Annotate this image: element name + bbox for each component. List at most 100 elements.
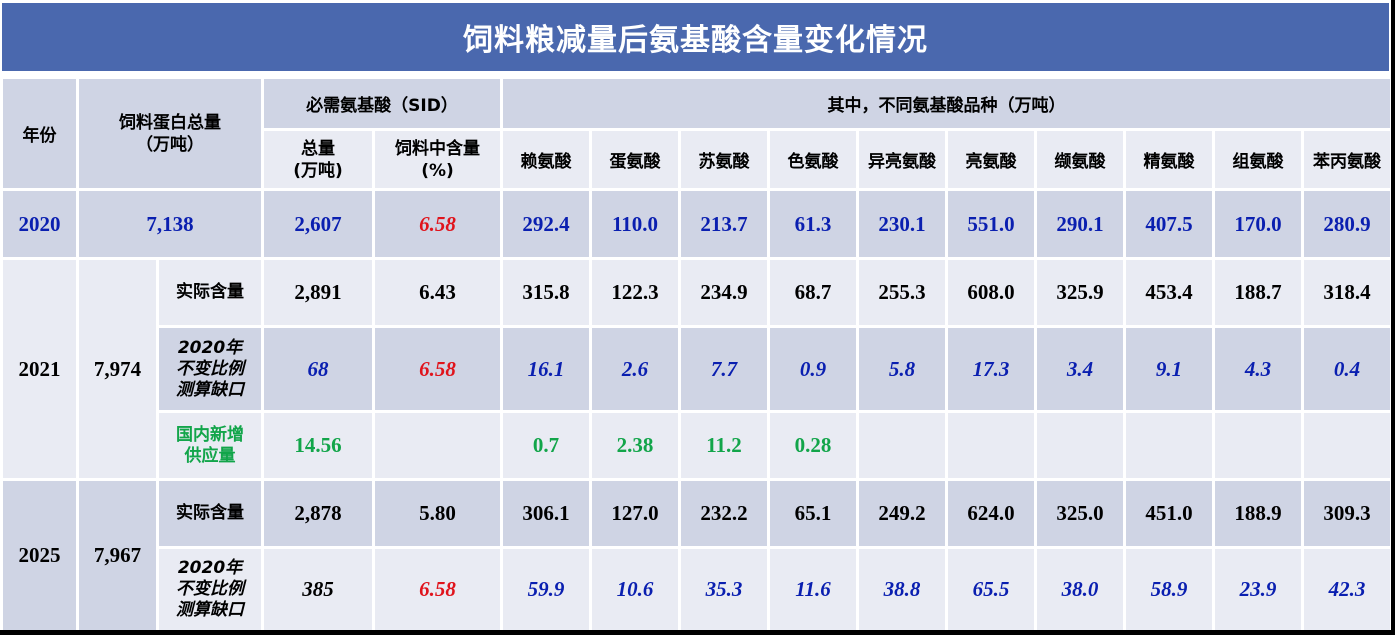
value-cell: 127.0 [589,478,681,549]
row-label: 实际含量 [156,478,264,549]
value-cell: 232.2 [678,478,770,549]
value-cell: 65.5 [945,546,1037,633]
header-amino-acid: 苏氨酸 [678,128,770,191]
amino-acid-table: 年份 饲料蛋白总量 （万吨） 必需氨基酸（SID） 其中，不同氨基酸品种（万吨）… [0,76,1394,633]
header-row-2: 总量 (万吨) 饲料中含量 (%) 赖氨酸 蛋氨酸 苏氨酸 色氨酸 异亮氨酸 亮氨酸 缬氨酸… [2,128,1394,191]
value-cell: 325.0 [1034,478,1126,549]
value-cell: 234.9 [678,257,770,328]
value-cell: 61.3 [767,188,859,260]
value-cell: 42.3 [1300,546,1394,633]
value-cell: 0.4 [1300,325,1394,413]
value-cell: 188.7 [1212,257,1304,328]
value-cell: 38.0 [1034,546,1126,633]
value-cell: 309.3 [1300,478,1394,549]
year-cell: 2021 [0,257,79,481]
value-cell: 38.8 [856,546,948,633]
value-cell: 122.3 [589,257,681,328]
total-cell: 68 [261,325,375,413]
pct-cell: 6.58 [372,546,503,633]
row-label: 实际含量 [156,257,264,328]
header-amino-acid: 组氨酸 [1212,128,1304,191]
value-cell: 35.3 [678,546,770,633]
value-cell: 110.0 [589,188,681,260]
value-cell: 624.0 [945,478,1037,549]
value-cell: 5.8 [856,325,948,413]
header-amino-acid: 赖氨酸 [500,128,592,191]
value-cell: 58.9 [1123,546,1215,633]
value-cell: 407.5 [1123,188,1215,260]
year-cell: 2025 [0,478,79,633]
value-cell: 3.4 [1034,325,1126,413]
value-cell: 230.1 [856,188,948,260]
table-row-2025-gap: 2020年不变比例测算缺口 385 6.58 59.9 10.6 35.3 11.6 3… [2,546,1394,633]
total-cell: 2,878 [261,478,375,549]
header-sid-total: 总量 (万吨) [261,128,375,191]
value-cell: 170.0 [1212,188,1304,260]
value-cell [1212,410,1304,481]
total-cell: 2,607 [261,188,375,260]
value-cell: 2.38 [589,410,681,481]
protein-cell: 7,974 [76,257,159,481]
value-cell: 453.4 [1123,257,1215,328]
value-cell: 608.0 [945,257,1037,328]
header-amino-acid: 异亮氨酸 [856,128,948,191]
total-cell: 2,891 [261,257,375,328]
table-row-2021-actual: 2021 7,974 实际含量 2,891 6.43 315.8 122.3 234… [0,257,1394,481]
value-cell: 325.9 [1034,257,1126,328]
total-cell: 385 [261,546,375,633]
pct-cell [372,410,503,481]
value-cell: 290.1 [1034,188,1126,260]
value-cell: 11.6 [767,546,859,633]
protein-cell: 7,967 [76,478,159,633]
row-label: 2020年不变比例测算缺口 [156,546,264,633]
value-cell: 551.0 [945,188,1037,260]
header-amino-acid: 色氨酸 [767,128,859,191]
value-cell: 255.3 [856,257,948,328]
value-cell: 318.4 [1300,257,1394,328]
value-cell: 451.0 [1123,478,1215,549]
header-row-1: 年份 饲料蛋白总量 （万吨） 必需氨基酸（SID） 其中，不同氨基酸品种（万吨） [0,76,1394,191]
bottom-border [0,630,1395,635]
value-cell: 0.7 [500,410,592,481]
header-sid: 必需氨基酸（SID） [261,76,503,131]
value-cell: 68.7 [767,257,859,328]
year-cell: 2020 [0,188,79,260]
header-breakdown: 其中，不同氨基酸品种（万吨） [499,76,1394,131]
value-cell: 7.7 [678,325,770,413]
header-sid-pct: 饲料中含量 (%) [372,128,503,191]
right-border [1391,0,1395,635]
value-cell [1034,410,1126,481]
value-cell: 10.6 [589,546,681,633]
table-row-2025-actual: 2025 7,967 实际含量 2,878 5.80 306.1 127.0 232… [0,478,1394,633]
value-cell: 23.9 [1212,546,1304,633]
header-amino-acid: 缬氨酸 [1034,128,1126,191]
value-cell: 2.6 [589,325,681,413]
pct-cell: 6.43 [372,257,503,328]
value-cell: 65.1 [767,478,859,549]
table-row-2021-gap: 2020年不变比例测算缺口 68 6.58 16.1 2.6 7.7 0.9 5.8 17… [2,325,1394,413]
table-row-2020: 2020 7,138 2,607 6.58 292.4 110.0 213.7 61.… [0,188,1394,260]
header-amino-acid: 亮氨酸 [945,128,1037,191]
pct-cell: 6.58 [372,325,503,413]
value-cell: 0.9 [767,325,859,413]
value-cell: 9.1 [1123,325,1215,413]
total-cell: 14.56 [261,410,375,481]
row-label: 2020年不变比例测算缺口 [156,325,264,413]
value-cell [1123,410,1215,481]
value-cell: 11.2 [678,410,770,481]
value-cell: 16.1 [500,325,592,413]
value-cell: 306.1 [500,478,592,549]
header-protein-total: 饲料蛋白总量 （万吨） [76,76,264,191]
value-cell [1300,410,1394,481]
header-amino-acid: 精氨酸 [1123,128,1215,191]
value-cell: 59.9 [500,546,592,633]
value-cell: 292.4 [500,188,592,260]
header-amino-acid: 蛋氨酸 [589,128,681,191]
table-row-2021-supply: 国内新增供应量 14.56 0.7 2.38 11.2 0.28 [2,410,1394,481]
value-cell: 249.2 [856,478,948,549]
value-cell: 17.3 [945,325,1037,413]
pct-cell: 6.58 [372,188,503,260]
value-cell: 4.3 [1212,325,1304,413]
value-cell [856,410,948,481]
value-cell: 280.9 [1300,188,1394,260]
